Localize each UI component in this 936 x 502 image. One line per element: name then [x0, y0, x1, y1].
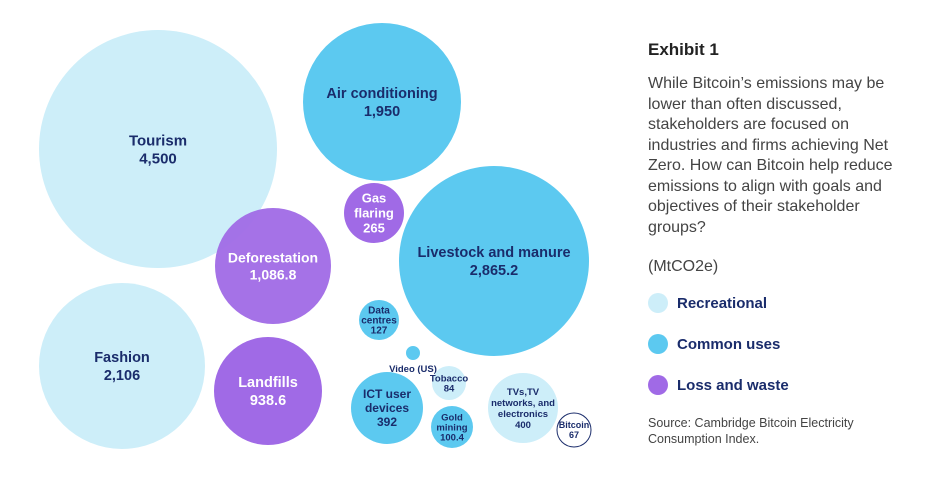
bubble-value-ict-user-devices: 392: [377, 415, 397, 429]
bubble-label-gas-flaring: Gas: [362, 191, 387, 206]
bubble-label-tourism: Tourism: [129, 132, 187, 149]
legend-swatch-common: [648, 334, 668, 354]
bubble-air-conditioning: Air conditioning 1,950: [303, 23, 461, 181]
bubble-circle-tourism: [39, 30, 277, 268]
bubble-value-tourism: 4,500: [139, 150, 177, 167]
bubble-circle-fashion: [39, 283, 205, 449]
legend-label-loss: Loss and waste: [677, 376, 789, 394]
bubble-value-bitcoin: 67: [569, 430, 579, 440]
bubble-circle-deforestation: [215, 208, 331, 324]
bubble-value-landfills: 938.6: [250, 393, 286, 409]
bubble-label-tobacco: Tobacco: [430, 373, 469, 384]
legend-item-recreational: Recreational: [648, 292, 918, 314]
bubble-circle-tobacco: [432, 366, 466, 400]
bubble-label-gold-mining: Gold: [441, 412, 463, 423]
bubble-label-air-conditioning: Air conditioning: [326, 86, 437, 102]
legend-item-common: Common uses: [648, 333, 918, 355]
bubble-circle-data-centres: [359, 300, 399, 340]
bubble-circle-gold-mining: [431, 406, 473, 448]
side-panel: Exhibit 1 While Bitcoin’s emissions may …: [648, 40, 918, 447]
bubble-circle-ict-user-devices: [351, 372, 423, 444]
bubble-livestock-and-manure: Livestock and manure 2,865.2: [399, 166, 589, 356]
bubble-label-tvs-tv-networks-and-electronics: electronics: [498, 409, 548, 420]
bubble-value-fashion: 2,106: [104, 368, 140, 384]
bubble-value-gold-mining: 100.4: [440, 432, 464, 443]
bubble-circle-tvs-tv-networks-and-electronics: [488, 373, 558, 443]
bubble-circle-video-us: [404, 344, 422, 362]
bubble-value-data-centres: 127: [371, 326, 388, 337]
bubble-label-ict-user-devices: devices: [365, 401, 409, 415]
bubble-value-tvs-tv-networks-and-electronics: 400: [515, 420, 531, 431]
bubble-value-livestock-and-manure: 2,865.2: [470, 263, 518, 279]
bubble-label-tvs-tv-networks-and-electronics: networks, and: [491, 398, 555, 409]
bubble-value-tobacco: 84: [444, 383, 455, 394]
bubble-value-deforestation: 1,086.8: [250, 266, 297, 282]
bubble-circle-gas-flaring: [344, 183, 404, 243]
bubble-video-us: Video (US): [389, 344, 437, 375]
bubble-circle-landfills: [214, 337, 322, 445]
exhibit-title: Exhibit 1: [648, 40, 719, 59]
legend-item-loss: Loss and waste: [648, 374, 918, 396]
legend-swatch-loss: [648, 375, 668, 395]
bubble-label-livestock-and-manure: Livestock and manure: [417, 245, 570, 261]
bubble-value-gas-flaring: 265: [363, 221, 385, 236]
bubble-landfills: Landfills 938.6: [214, 337, 322, 445]
description: While Bitcoin’s emissions may be lower t…: [648, 75, 893, 236]
bubble-label-fashion: Fashion: [94, 350, 150, 366]
bubble-label-ict-user-devices: ICT user: [363, 387, 411, 401]
bubble-value-air-conditioning: 1,950: [364, 104, 400, 120]
legend: Recreational Common uses Loss and waste: [648, 292, 918, 396]
bubble-label-gas-flaring: flaring: [354, 206, 394, 221]
bubble-circle-livestock-and-manure: [399, 166, 589, 356]
legend-swatch-recreational: [648, 293, 668, 313]
legend-label-common: Common uses: [677, 335, 781, 353]
bubble-label-bitcoin: Bitcoin: [559, 420, 590, 430]
bubble-label-data-centres: Data: [368, 306, 390, 317]
legend-label-recreational: Recreational: [677, 294, 768, 312]
bubble-label-deforestation: Deforestation: [228, 249, 318, 265]
bubble-circle-bitcoin: [556, 412, 592, 448]
bubble-label-tvs-tv-networks-and-electronics: TVs,TV: [507, 387, 540, 398]
bubble-fashion: Fashion 2,106: [39, 283, 205, 449]
bubble-label-landfills: Landfills: [238, 375, 298, 391]
bubble-label-gold-mining: mining: [436, 422, 467, 433]
bubble-label-data-centres: centres: [361, 316, 397, 327]
bubble-circle-air-conditioning: [303, 23, 461, 181]
source-note: Source: Cambridge Bitcoin Electricity Co…: [648, 416, 854, 446]
bubble-label-video-us: Video (US): [389, 364, 437, 375]
unit-label: (MtCO2e): [648, 258, 719, 275]
